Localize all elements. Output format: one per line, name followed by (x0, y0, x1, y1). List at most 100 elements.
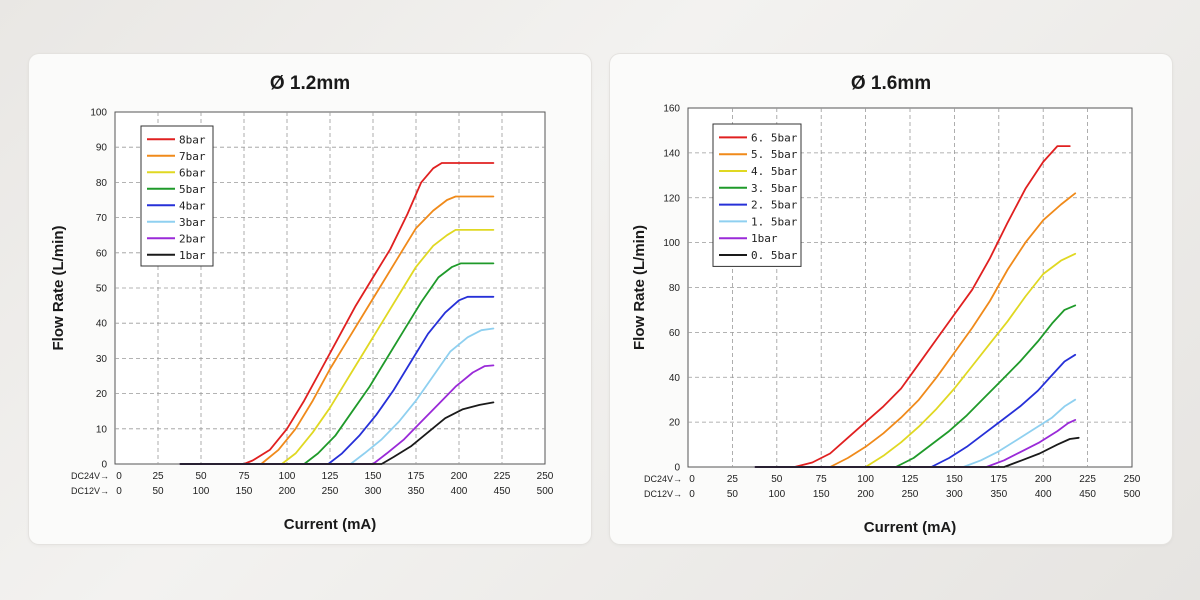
chart-card-1-6mm: Ø 1.6mm 0 20 40 60 80 100 120 140 160 DC24V→ 0 25 50 7… (610, 54, 1172, 544)
y-tick-label: 60 (669, 328, 681, 339)
x-tick-label: 500 (1124, 489, 1141, 500)
y-tick-label: 50 (96, 284, 108, 295)
legend-label: 1bar (179, 249, 206, 262)
x-tick-label: 450 (494, 486, 511, 497)
x-tick-label: 200 (279, 486, 296, 497)
x-tick-label: 0 (116, 471, 122, 482)
x-tick-label: 150 (236, 486, 253, 497)
x-tick-label: 125 (902, 474, 919, 485)
y-tick-label: 80 (669, 283, 681, 294)
legend-box (140, 125, 214, 267)
legend-label: 3. 5bar (751, 182, 798, 195)
x-tick-label: 150 (946, 474, 963, 485)
series-line (179, 162, 495, 465)
y-tick-label: 30 (96, 354, 108, 365)
legend-label: 6bar (179, 166, 206, 179)
series-line (754, 398, 1077, 468)
series-lines (754, 145, 1080, 468)
x-tick-label: 250 (902, 489, 919, 500)
x-tick-label: 150 (365, 471, 382, 482)
y-tick-label: 80 (96, 178, 108, 189)
legend-label: 8bar (179, 133, 206, 146)
y-tick-label: 100 (663, 238, 680, 249)
x-tick-label: 400 (1035, 489, 1052, 500)
series-line (179, 327, 495, 465)
x-tick-label: 50 (195, 471, 207, 482)
legend-label: 6. 5bar (751, 131, 798, 144)
x-axis-row-label: DC12V→ (71, 486, 109, 496)
x-tick-label: 300 (365, 486, 382, 497)
series-line (754, 436, 1080, 468)
x-tick-label: 100 (768, 489, 785, 500)
y-tick-label: 120 (663, 193, 680, 204)
x-tick-label: 25 (152, 471, 164, 482)
x-tick-label: 125 (322, 471, 339, 482)
chart-title: Ø 1.2mm (270, 73, 350, 94)
x-tick-label: 0 (116, 486, 122, 497)
x-tick-label: 250 (537, 471, 554, 482)
legend-box (712, 123, 802, 267)
y-tick-label: 20 (669, 418, 681, 429)
y-tick-label: 20 (96, 389, 108, 400)
x-tick-label: 100 (193, 486, 210, 497)
y-axis-title: Flow Rate (L/min) (631, 225, 648, 350)
x-tick-label: 150 (813, 489, 830, 500)
series-line (179, 401, 495, 465)
y-tick-label: 90 (96, 143, 108, 154)
series-line (754, 353, 1077, 468)
series-line (179, 295, 495, 465)
x-axis-row-label: DC24V→ (644, 474, 682, 484)
x-tick-label: 175 (990, 474, 1007, 485)
y-tick-label: 40 (96, 319, 108, 330)
y-tick-label: 0 (101, 460, 107, 471)
x-tick-label: 500 (537, 486, 554, 497)
legend-label: 1. 5bar (751, 215, 798, 228)
legend-label: 4. 5bar (751, 165, 798, 178)
series-line (754, 192, 1077, 468)
x-tick-label: 0 (689, 474, 695, 485)
y-tick-label: 60 (96, 248, 108, 259)
y-tick-label: 10 (96, 424, 108, 435)
legend-label: 0. 5bar (751, 249, 798, 262)
x-axis-row-label: DC12V→ (644, 489, 682, 499)
y-tick-label: 160 (663, 104, 680, 115)
legend-label: 2bar (179, 232, 206, 245)
x-tick-label: 225 (1079, 474, 1096, 485)
legend-label: 3bar (179, 216, 206, 229)
x-tick-label: 250 (1124, 474, 1141, 485)
x-tick-label: 100 (279, 471, 296, 482)
x-tick-label: 75 (816, 474, 828, 485)
legend-label: 5bar (179, 183, 206, 196)
series-line (179, 364, 495, 465)
x-tick-label: 350 (408, 486, 425, 497)
series-line (754, 145, 1071, 468)
y-axis-title: Flow Rate (L/min) (50, 226, 67, 351)
series-line (179, 262, 495, 465)
legend-label: 7bar (179, 150, 206, 163)
x-axis-title: Current (mA) (284, 516, 377, 533)
x-tick-label: 300 (946, 489, 963, 500)
x-tick-label: 50 (152, 486, 164, 497)
series-line (754, 419, 1077, 468)
y-tick-label: 0 (674, 463, 680, 474)
x-axis-row-label: DC24V→ (71, 471, 109, 481)
x-tick-label: 175 (408, 471, 425, 482)
legend: 6. 5bar 5. 5bar 4. 5bar 3. 5bar 2. 5bar 1. 5b… (712, 123, 802, 267)
x-tick-label: 450 (1079, 489, 1096, 500)
y-tick-label: 40 (669, 373, 681, 384)
x-tick-label: 100 (857, 474, 874, 485)
legend: 8bar 7bar 6bar 5bar 4bar 3bar 2bar 1bar (140, 125, 214, 267)
series-lines (179, 162, 495, 465)
series-line (179, 229, 495, 465)
x-axis-title: Current (mA) (864, 519, 957, 536)
x-tick-label: 50 (771, 474, 783, 485)
x-tick-label: 50 (727, 489, 739, 500)
x-tick-label: 0 (689, 489, 695, 500)
chart-title: Ø 1.6mm (851, 73, 931, 94)
x-tick-label: 75 (238, 471, 250, 482)
chart-card-1-2mm: Ø 1.2mm 0 10 20 30 40 50 60 70 80 90 100 DC24V→ 0 25 50… (29, 54, 591, 544)
series-line (179, 195, 495, 465)
x-tick-label: 200 (451, 471, 468, 482)
